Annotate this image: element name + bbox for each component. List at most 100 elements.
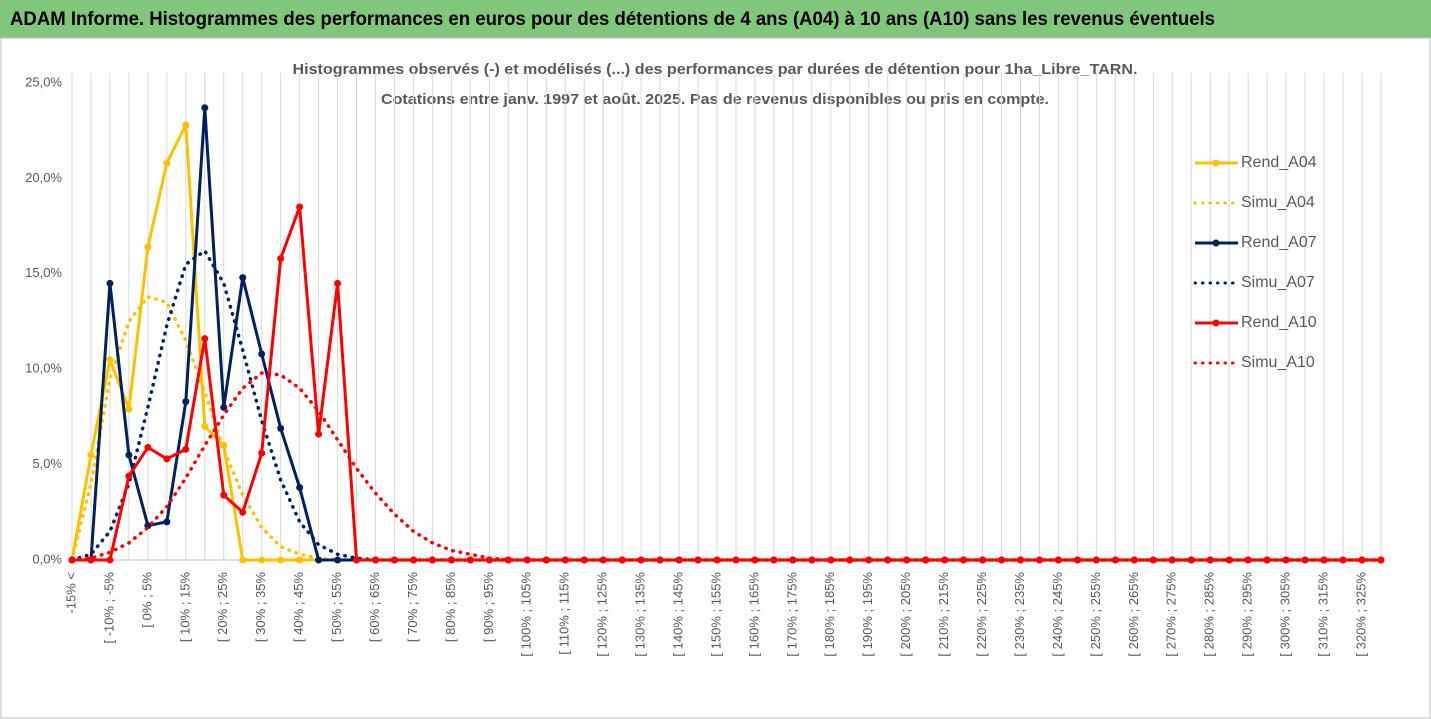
x-tick-label: [ 100% ; 105% — [519, 572, 534, 657]
point — [182, 121, 190, 129]
x-tick-label: [ 130% ; 135% — [633, 572, 648, 657]
point — [144, 243, 152, 251]
point — [182, 445, 190, 453]
point — [106, 279, 114, 287]
x-tick-label: [ 220% ; 225% — [974, 572, 989, 657]
x-tick-label: [ 80% ; 85% — [443, 572, 458, 643]
point — [751, 556, 759, 564]
point — [1111, 556, 1119, 564]
point — [1263, 556, 1271, 564]
y-tick-label: 0,0% — [32, 551, 62, 566]
x-tick-label: [ 160% ; 165% — [746, 572, 761, 657]
legend-label: Simu_A07 — [1241, 274, 1315, 291]
point — [277, 255, 285, 263]
x-tick-label: [ 170% ; 175% — [784, 572, 799, 657]
x-tick-label: [ 30% ; 35% — [253, 572, 268, 643]
point — [239, 556, 247, 564]
x-tick-label: [ 70% ; 75% — [405, 572, 420, 643]
point — [315, 430, 323, 438]
point — [239, 508, 247, 516]
chart-frame — [0, 37, 1431, 719]
point — [542, 556, 550, 564]
x-tick-label: [ -10% ; -5% — [101, 572, 116, 644]
x-tick-label: [ 180% ; 185% — [822, 572, 837, 657]
point — [163, 455, 171, 463]
title-bar — [0, 0, 1431, 38]
y-tick-label: 15,0% — [25, 265, 62, 280]
point — [87, 451, 95, 459]
point — [220, 403, 228, 411]
point — [296, 483, 304, 491]
point — [1225, 556, 1233, 564]
x-tick-label: [ 40% ; 45% — [291, 572, 306, 643]
point — [277, 556, 285, 564]
point — [125, 472, 133, 480]
legend-label: Rend_A07 — [1241, 234, 1317, 251]
x-tick-label: [ 0% ; 5% — [139, 572, 154, 628]
point — [220, 491, 228, 499]
x-tick-label: [ 20% ; 25% — [215, 572, 230, 643]
point — [865, 556, 873, 564]
point — [277, 424, 285, 432]
x-tick-label: [ 320% ; 325% — [1353, 572, 1368, 657]
point — [106, 356, 114, 364]
point — [1187, 556, 1195, 564]
chart-subtitle: Cotations entre janv. 1997 et août. 2025… — [381, 91, 1049, 108]
x-tick-label: [ 10% ; 15% — [177, 572, 192, 643]
x-tick-label: [ 250% ; 255% — [1088, 572, 1103, 657]
point — [182, 398, 190, 406]
x-tick-label: [ 120% ; 125% — [595, 572, 610, 657]
legend-label: Rend_A10 — [1241, 314, 1317, 331]
x-tick-label: [ 190% ; 195% — [860, 572, 875, 657]
point — [258, 556, 266, 564]
legend-label: Rend_A04 — [1241, 154, 1317, 171]
point — [106, 556, 114, 564]
point — [201, 422, 209, 430]
point — [903, 556, 911, 564]
series-line — [70, 371, 1383, 562]
x-tick-label: [ 280% ; 285% — [1202, 572, 1217, 657]
point — [201, 335, 209, 343]
x-tick-label: [ 300% ; 305% — [1278, 572, 1293, 657]
x-tick-label: [ 50% ; 55% — [329, 572, 344, 643]
point — [1149, 556, 1157, 564]
x-tick-label: [ 90% ; 95% — [481, 572, 496, 643]
point — [1377, 556, 1385, 564]
point — [390, 556, 398, 564]
legend-label: Simu_A10 — [1241, 354, 1315, 371]
y-tick-label: 5,0% — [32, 456, 62, 471]
point — [296, 203, 304, 211]
x-tick-label: [ 260% ; 265% — [1126, 572, 1141, 657]
x-tick-label: [ 110% ; 115% — [557, 572, 572, 655]
chart-title: ADAM Informe. Histogrammes des performan… — [10, 9, 1215, 30]
point — [466, 556, 474, 564]
point — [239, 274, 247, 282]
point — [447, 556, 455, 564]
point — [504, 556, 512, 564]
point — [1301, 556, 1309, 564]
legend-marker — [1212, 159, 1220, 167]
point — [201, 104, 209, 112]
point — [580, 556, 588, 564]
x-tick-label: [ 240% ; 245% — [1050, 572, 1065, 657]
point — [125, 451, 133, 459]
x-tick-label: [ 150% ; 155% — [708, 572, 723, 657]
x-tick-label: [ 270% ; 275% — [1164, 572, 1179, 657]
point — [1035, 556, 1043, 564]
point — [1358, 556, 1366, 564]
x-tick-label: [ 200% ; 205% — [898, 572, 913, 657]
point — [941, 556, 949, 564]
x-tick-label: [ 140% ; 145% — [670, 572, 685, 657]
point — [618, 556, 626, 564]
x-tick-label: [ 210% ; 215% — [936, 572, 951, 657]
point — [315, 556, 323, 564]
point — [353, 556, 361, 564]
x-tick-label: -15% < — [63, 572, 78, 614]
point — [334, 556, 342, 564]
point — [163, 518, 171, 526]
point — [334, 279, 342, 287]
point — [87, 556, 95, 564]
point — [144, 443, 152, 451]
point — [789, 556, 797, 564]
y-tick-label: 10,0% — [25, 361, 62, 376]
